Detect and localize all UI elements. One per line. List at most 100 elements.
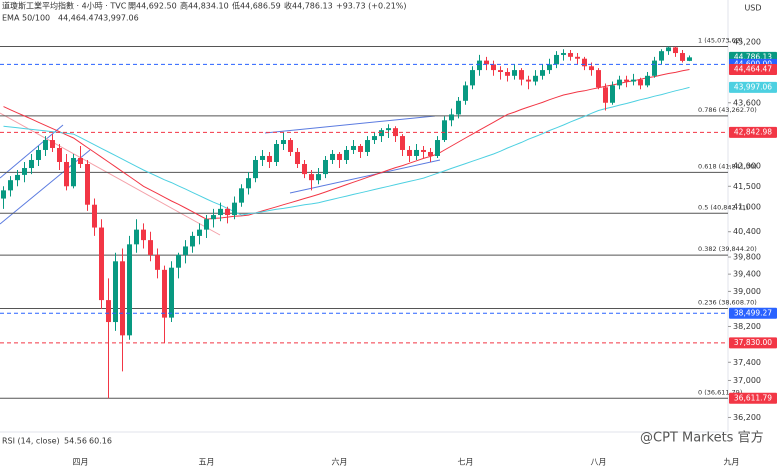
- y-tick-label: 45,200: [733, 37, 761, 46]
- ohlc-value: 高44,834.10: [180, 1, 229, 11]
- rsi-label: RSI (14, close): [2, 437, 60, 446]
- candles: [1, 46, 692, 399]
- y-tick-label: 39,800: [733, 253, 761, 262]
- indicator-value: 43,997.06: [98, 14, 139, 23]
- candle-body: [659, 51, 664, 61]
- candle-body: [575, 56, 580, 59]
- candle-body: [526, 79, 531, 82]
- watermark: @CPT Markets 官方: [640, 430, 764, 446]
- candle-body: [344, 149, 349, 160]
- candle-body: [323, 159, 328, 175]
- price-box-label: 44,786.13: [734, 52, 772, 61]
- y-tick-label: 39,400: [733, 270, 761, 279]
- fib-label: 1 (45,073.62): [698, 37, 742, 45]
- candle-body: [400, 136, 405, 150]
- candle-body: [582, 58, 587, 67]
- candle-body: [85, 163, 90, 205]
- y-tick-label: 41,500: [733, 182, 761, 191]
- fib-label: 0.786 (43,262.70): [698, 106, 757, 114]
- y-tick-label: 43,600: [733, 98, 761, 107]
- candle-body: [561, 53, 566, 55]
- rsi-value: 60.16: [89, 437, 112, 446]
- candle-body: [442, 120, 447, 141]
- candle-body: [15, 174, 20, 181]
- candle-body: [127, 244, 132, 336]
- candle-body: [120, 261, 125, 336]
- price-box-label: 38,499.27: [734, 308, 772, 317]
- candle-body: [232, 202, 237, 216]
- x-tick-label: 七月: [458, 458, 474, 467]
- candle-body: [281, 140, 286, 144]
- x-tick-label: 八月: [591, 458, 607, 467]
- candle-body: [505, 71, 510, 76]
- indicator-label: EMA 50/100: [2, 14, 50, 23]
- candle-body: [428, 151, 433, 156]
- candle-body: [246, 178, 251, 189]
- candle-body: [92, 204, 97, 228]
- ohlc-value: 開44,692.50: [128, 2, 177, 11]
- price-box-label: 43,997.06: [734, 82, 772, 91]
- trend-down: [0, 112, 221, 236]
- candle-body: [449, 114, 454, 121]
- trendlines: [0, 112, 441, 236]
- y-tick-label: 41,000: [733, 202, 761, 211]
- candle-body: [316, 174, 321, 181]
- wedge-upper: [264, 115, 436, 134]
- candle-body: [435, 140, 440, 156]
- candle-body: [379, 130, 384, 137]
- candle-body: [113, 261, 118, 323]
- fib-label: 0 (36,611.79): [698, 388, 742, 396]
- candle-body: [274, 143, 279, 162]
- y-tick-label: 39,000: [733, 287, 761, 296]
- x-tick-label: 四月: [73, 458, 89, 467]
- candle-body: [211, 215, 216, 220]
- candle-body: [162, 269, 167, 318]
- candle-body: [330, 153, 335, 160]
- candle-body: [155, 254, 160, 270]
- change: +93.73 (+0.21%): [336, 2, 407, 11]
- x-tick-label: 九月: [724, 458, 740, 467]
- candle-body: [498, 70, 503, 72]
- candle-body: [57, 147, 62, 162]
- candle-body: [589, 66, 594, 71]
- candle-body: [512, 70, 517, 76]
- price-box: [729, 64, 777, 76]
- candle-body: [36, 149, 41, 160]
- candle-body: [372, 136, 377, 141]
- ema-line: [3, 86, 690, 216]
- candle-body: [295, 151, 300, 164]
- candle-body: [617, 79, 622, 86]
- price-box-label: 42,842.98: [734, 127, 772, 136]
- y-tick-label: 38,200: [733, 322, 761, 331]
- x-tick-label: 六月: [332, 457, 348, 467]
- candle-body: [260, 155, 265, 160]
- candle-body: [596, 70, 601, 88]
- fib-label: 0.618 (41,841.30): [698, 162, 757, 170]
- candle-body: [456, 100, 461, 115]
- candle-body: [386, 128, 391, 131]
- candle-body: [533, 75, 538, 82]
- candle-body: [666, 47, 671, 52]
- candle-body: [22, 168, 27, 175]
- y-tick-label: 42,000: [733, 162, 761, 171]
- candle-body: [540, 70, 545, 76]
- candle-body: [547, 64, 552, 71]
- candle-body: [337, 153, 342, 160]
- price-box-label: 44,464.47: [734, 65, 772, 74]
- ohlc-value: 收44,786.13: [284, 1, 333, 11]
- candle-body: [106, 300, 111, 323]
- candle-body: [253, 159, 258, 179]
- candle-body: [64, 161, 69, 187]
- candle-body: [358, 145, 363, 152]
- candle-body: [645, 75, 650, 86]
- candle-body: [50, 140, 55, 148]
- candle-body: [407, 149, 412, 156]
- price-box: [729, 126, 777, 138]
- price-box: [729, 307, 777, 319]
- y-tick-label: 36,200: [733, 413, 761, 422]
- candle-body: [414, 149, 419, 156]
- candle-body: [190, 235, 195, 247]
- candle-body: [631, 79, 636, 82]
- candle-body: [176, 254, 181, 268]
